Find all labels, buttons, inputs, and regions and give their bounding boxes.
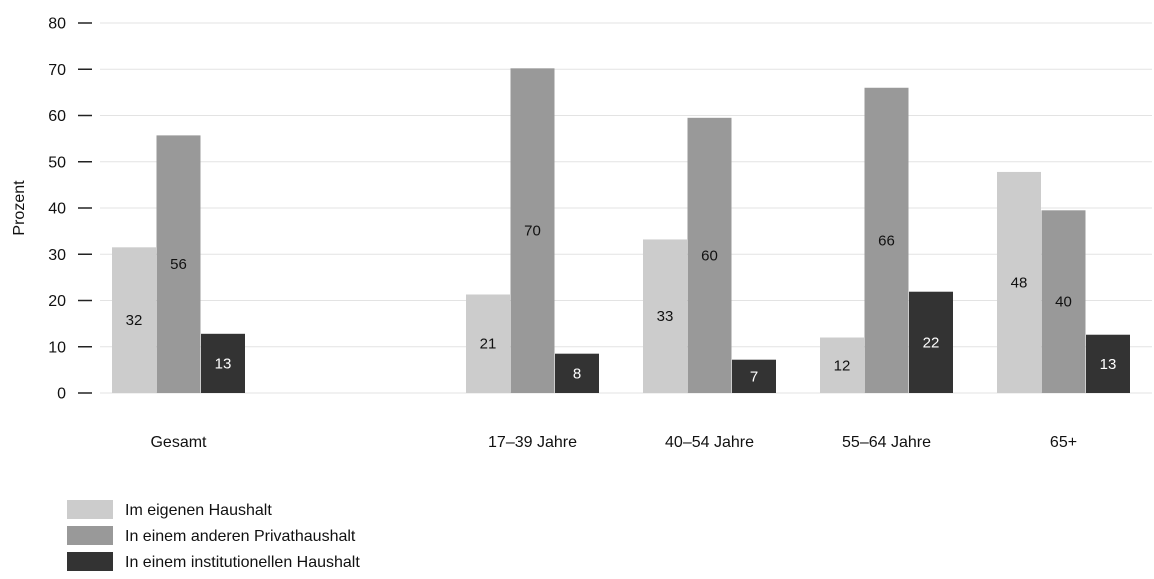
x-category-label: 40–54 Jahre [665,434,754,451]
bar [201,333,245,393]
y-tick-label: 50 [48,154,66,171]
data-label: 13 [215,355,232,372]
data-label: 33 [657,308,674,325]
bar [510,68,555,393]
y-tick-label: 0 [57,386,66,403]
data-label: 48 [1011,274,1028,291]
x-category-label: 17–39 Jahre [488,434,577,451]
bar [687,117,732,393]
data-label: 7 [750,368,758,385]
data-label: 22 [923,334,940,351]
x-axis-labels: Gesamt 17–39 Jahre 40–54 Jahre 55–64 Jahre 6… [150,434,1077,451]
y-tick-label: 80 [48,16,66,33]
bar [732,359,776,393]
y-tick-label: 70 [48,62,66,79]
legend-swatch [67,552,113,571]
legend-swatch [67,526,113,545]
x-category-label: Gesamt [150,434,207,451]
bar [466,294,510,393]
bar [156,135,201,393]
x-category-label: 55–64 Jahre [842,434,931,451]
bar [555,353,599,393]
data-label: 8 [573,365,581,382]
legend-label: In einem institutionellen Haushalt [125,554,360,571]
y-axis-title: Prozent [11,180,28,236]
data-label: 12 [834,357,851,374]
y-tick-label: 60 [48,108,66,125]
bar [820,337,864,393]
bar [864,87,909,393]
bar [643,239,687,393]
gridlines [100,22,1152,394]
y-axis: 0 10 20 30 40 50 60 70 80 [48,16,92,403]
x-category-label: 65+ [1050,434,1077,451]
bar [112,247,156,393]
legend: Im eigenen Haushalt In einem anderen Priv… [67,500,360,571]
data-label: 60 [701,247,718,264]
data-label: 32 [126,312,143,329]
y-tick-label: 20 [48,293,66,310]
y-tick-label: 30 [48,247,66,264]
data-label: 21 [480,336,497,353]
data-label: 70 [524,223,541,240]
data-label: 66 [878,232,895,249]
legend-label: Im eigenen Haushalt [125,502,272,519]
bar [909,291,953,393]
bar [1086,334,1130,393]
data-label: 40 [1055,294,1072,311]
bar [997,171,1041,393]
legend-label: In einem anderen Privathaushalt [125,528,356,545]
y-tick-label: 10 [48,339,66,356]
data-labels: 32 56 13 21 70 8 33 60 7 12 66 22 48 40 13 [126,223,1117,386]
legend-swatch [67,500,113,519]
bars [112,68,1130,393]
data-label: 56 [170,256,187,273]
y-tick-label: 40 [48,201,66,218]
bar [1041,210,1086,393]
data-label: 13 [1100,356,1117,373]
